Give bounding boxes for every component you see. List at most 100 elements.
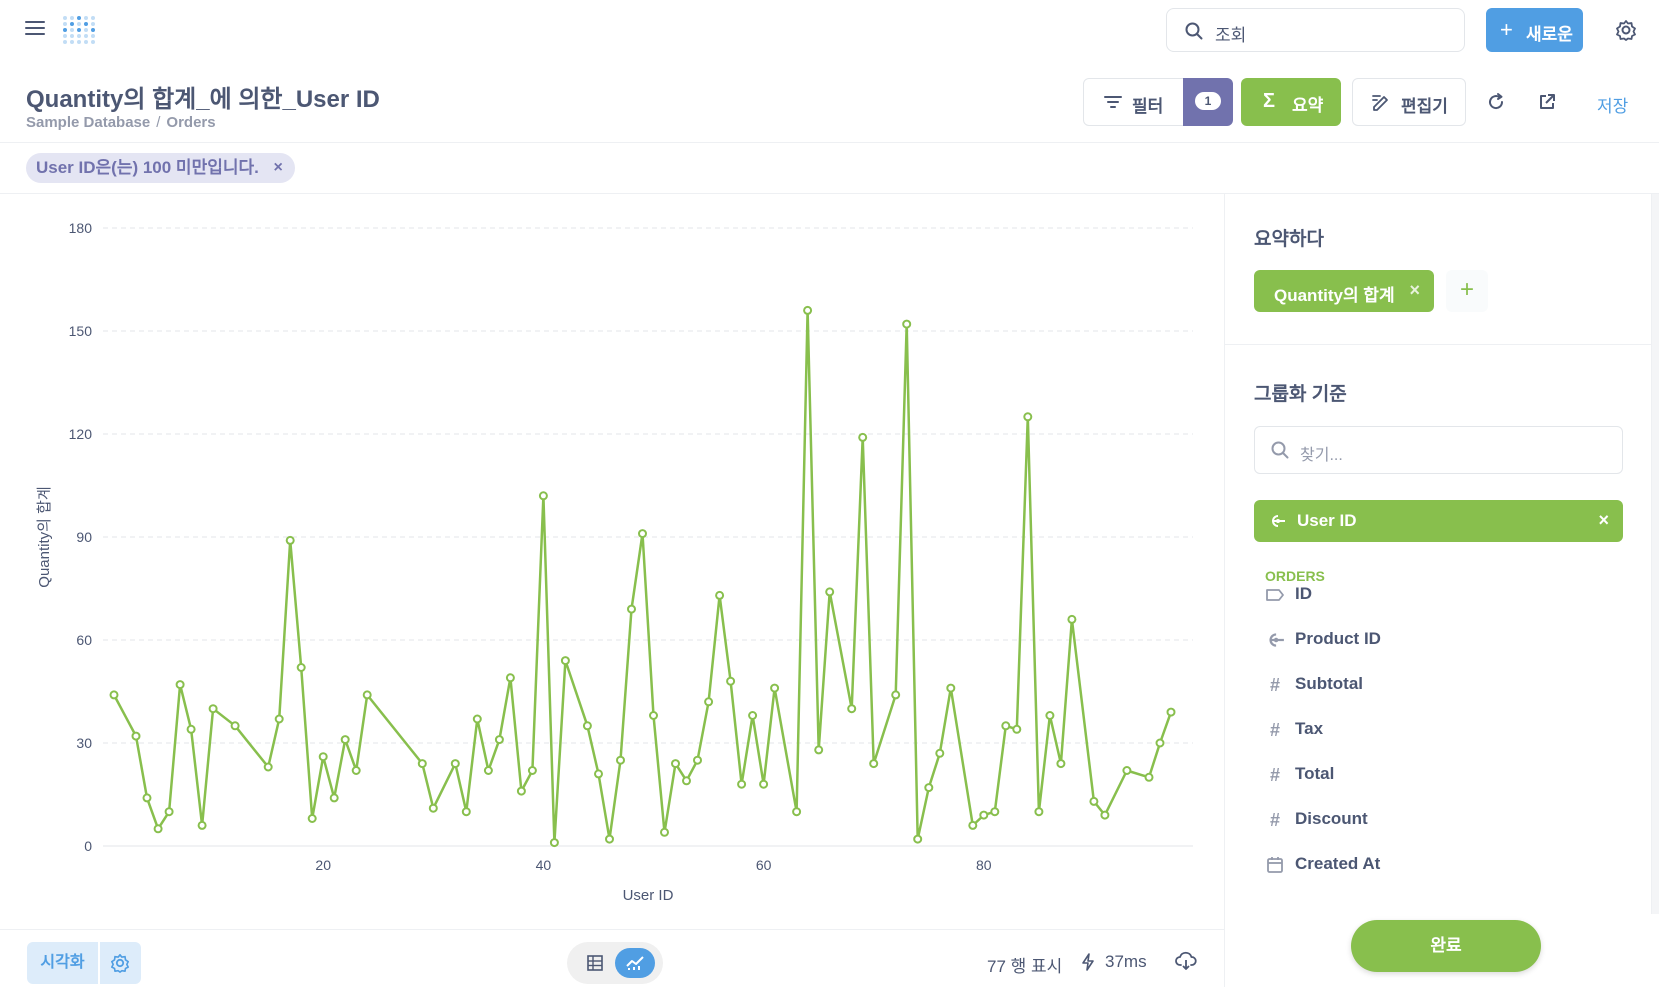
summarize-sidebar: 요약하다 Quantity의 합계 × 그룹화 기준 찾기... User ID… (1225, 194, 1659, 987)
data-point (417, 759, 427, 769)
close-icon[interactable]: × (1409, 280, 1420, 300)
data-point (285, 535, 295, 545)
search-icon (1271, 441, 1289, 459)
data-point (902, 319, 912, 329)
field-discount[interactable]: # Discount (1265, 806, 1625, 836)
view-toggle (567, 942, 663, 984)
data-point (792, 807, 802, 817)
sidebar-scrollbar[interactable] (1651, 194, 1659, 914)
done-button[interactable]: 완료 (1351, 920, 1541, 972)
download-icon[interactable] (1175, 951, 1197, 971)
data-point (549, 838, 559, 848)
hamburger-icon[interactable] (25, 21, 45, 37)
data-point (627, 604, 636, 614)
line-chart: 0 30 60 90 120 150 180 20 40 60 80 User ID Quantity의… (36, 220, 1193, 904)
top-navigation: 조회 + 새로운 (0, 0, 1659, 60)
groupby-search-input[interactable]: 찾기... (1254, 426, 1623, 474)
share-icon[interactable] (1537, 92, 1557, 112)
data-point (131, 731, 141, 741)
data-point (748, 711, 758, 720)
data-point (1001, 721, 1011, 731)
table-icon (587, 955, 603, 971)
data-point (814, 745, 824, 755)
field-label: Discount (1295, 809, 1368, 828)
metric-pill[interactable]: Quantity의 합계 × (1254, 270, 1434, 312)
data-point (1056, 759, 1066, 769)
data-point (594, 769, 603, 779)
number-icon: # (1269, 675, 1280, 695)
filter-count-badge[interactable]: 1 (1183, 78, 1233, 126)
x-tick-label: 80 (976, 857, 992, 873)
y-tick-label: 30 (76, 735, 92, 751)
bolt-icon (1082, 953, 1094, 971)
chart-view-button[interactable] (615, 948, 655, 978)
field-created-at[interactable]: Created At (1265, 851, 1625, 881)
data-point (1023, 412, 1033, 422)
summarize-heading: 요약하다 (1254, 229, 1324, 250)
refresh-icon[interactable] (1486, 92, 1506, 112)
groupby-selected-pill[interactable]: User ID × (1254, 500, 1623, 542)
data-point (1144, 772, 1154, 782)
data-point (858, 432, 868, 442)
number-icon: # (1269, 765, 1280, 785)
breadcrumb-database[interactable]: Sample Database (26, 114, 151, 131)
data-point (1166, 707, 1176, 717)
gear-icon[interactable] (1615, 19, 1637, 41)
data-point (153, 824, 163, 834)
data-point (1122, 766, 1132, 775)
breadcrumb-table[interactable]: Orders (166, 114, 216, 131)
editor-button[interactable]: 편집기 (1352, 78, 1466, 126)
metabase-logo[interactable] (61, 12, 97, 48)
data-point (693, 755, 702, 765)
field-subtotal[interactable]: # Subtotal (1265, 671, 1625, 701)
page-title: Quantity의 합계_에 의한_User ID (26, 86, 380, 113)
y-tick-label: 60 (76, 632, 92, 648)
viz-settings-button[interactable] (100, 942, 141, 984)
y-tick-label: 180 (69, 220, 93, 236)
close-icon[interactable]: × (1598, 510, 1609, 530)
save-button[interactable]: 저장 (1597, 97, 1629, 116)
data-point (274, 714, 284, 724)
data-point (340, 735, 350, 745)
data-point (759, 779, 769, 789)
field-label: Product ID (1295, 629, 1381, 648)
x-tick-label: 20 (315, 857, 331, 873)
add-metric-button[interactable]: + (1446, 270, 1488, 312)
data-point (616, 755, 625, 765)
number-icon: # (1269, 720, 1280, 740)
x-axis-label: User ID (623, 887, 674, 904)
filter-button[interactable]: 필터 1 (1083, 78, 1233, 126)
data-point (682, 776, 691, 786)
visualization-button[interactable]: 시각화 (27, 942, 98, 984)
data-point (351, 766, 361, 775)
table-view-button[interactable] (579, 950, 611, 976)
field-id[interactable]: ID (1265, 581, 1625, 611)
data-point (428, 803, 438, 813)
field-product-id[interactable]: Product ID (1265, 626, 1625, 656)
close-icon[interactable]: × (273, 159, 283, 176)
data-point (142, 793, 152, 803)
x-tick-label: 60 (756, 857, 772, 873)
y-tick-label: 0 (84, 838, 92, 854)
data-point (307, 814, 317, 823)
data-point (1155, 738, 1165, 748)
data-point (362, 690, 372, 700)
data-point (605, 834, 614, 844)
data-point (968, 820, 978, 830)
data-point (538, 491, 548, 501)
data-point (1100, 810, 1110, 820)
data-point (527, 766, 537, 775)
query-timing: 37ms (1105, 952, 1147, 971)
x-tick-label: 40 (536, 857, 552, 873)
filter-pill[interactable]: User ID은(는) 100 미만입니다. × (26, 153, 295, 183)
new-button[interactable]: + 새로운 (1486, 8, 1583, 52)
field-tax[interactable]: # Tax (1265, 716, 1625, 746)
data-point (461, 807, 471, 817)
data-point (913, 834, 923, 844)
field-total[interactable]: # Total (1265, 761, 1625, 791)
global-search-input[interactable]: 조회 (1166, 8, 1465, 52)
summarize-button[interactable]: Σ 요약 (1241, 78, 1341, 126)
field-label: Created At (1295, 854, 1381, 873)
connection-icon (1269, 633, 1284, 647)
data-point (1045, 711, 1055, 720)
